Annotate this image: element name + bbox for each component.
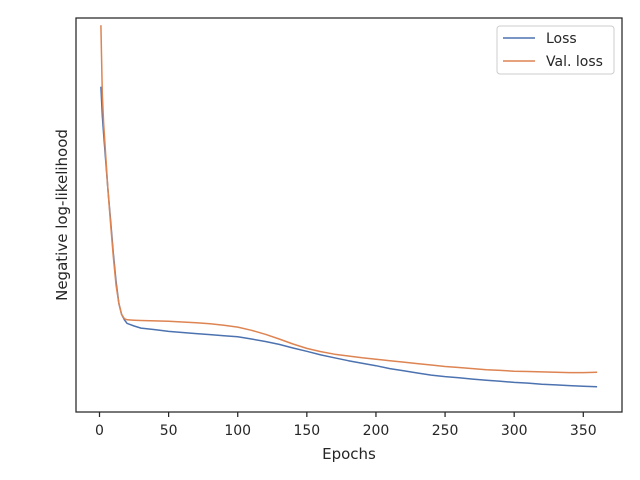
x-tick-label: 50	[160, 423, 178, 439]
x-axis-label: Epochs	[322, 445, 376, 463]
y-axis-label: Negative log-likelihood	[53, 129, 71, 301]
series-line-val-loss	[100, 25, 598, 374]
x-tick-label: 0	[95, 423, 104, 439]
legend-label-loss: Loss	[546, 31, 577, 47]
series-line-loss	[100, 86, 598, 388]
x-tick-label: 350	[570, 423, 597, 439]
x-tick-label: 100	[224, 423, 251, 439]
legend-label-val-loss: Val. loss	[546, 54, 603, 70]
x-ticks: 0 50 100 150 200 250 300 350	[95, 412, 597, 439]
x-tick-label: 150	[293, 423, 320, 439]
x-tick-label: 300	[501, 423, 528, 439]
x-tick-label: 250	[432, 423, 459, 439]
plot-lines	[100, 25, 598, 388]
axes-frame	[75, 17, 623, 413]
x-tick-label: 200	[363, 423, 390, 439]
legend: Loss Val. loss	[496, 25, 615, 75]
